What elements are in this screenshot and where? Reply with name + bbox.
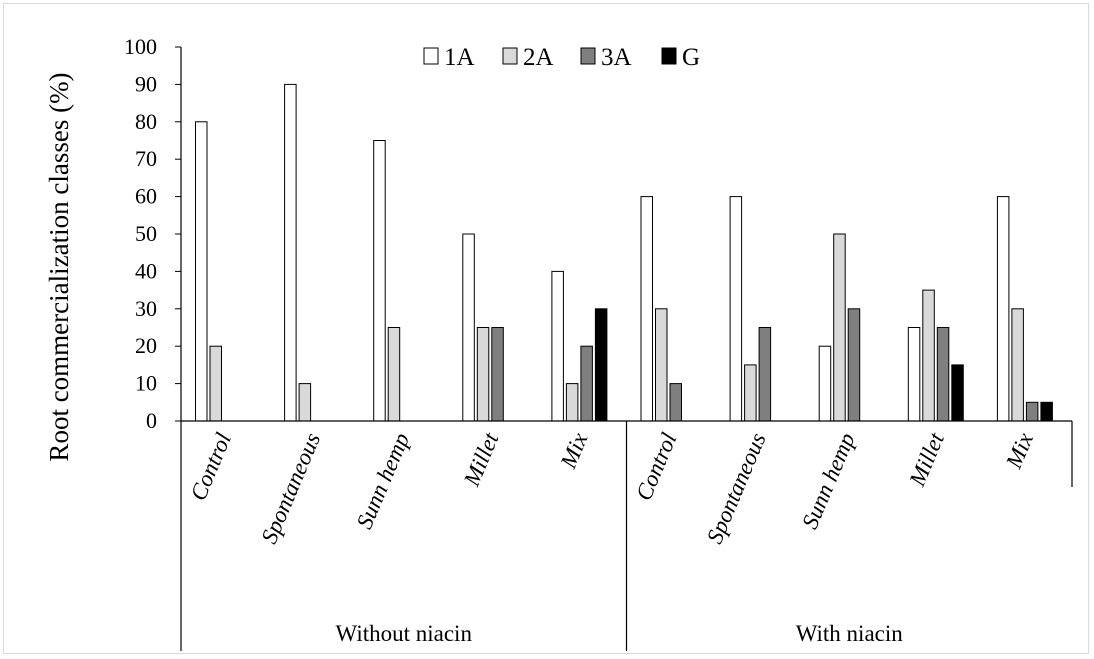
y-tick-label: 60 — [135, 184, 157, 209]
bar-2A-3 — [387, 327, 401, 422]
bar-1A-8 — [818, 345, 832, 422]
category-label: Millet — [904, 429, 949, 491]
legend-swatch-1A — [423, 47, 439, 65]
category-label: Control — [186, 429, 237, 504]
bar-1A-2 — [284, 83, 297, 422]
legend-swatch-2A — [502, 47, 518, 65]
y-tick-label: 0 — [146, 408, 157, 433]
category-label: Millet — [459, 429, 504, 491]
bar-2A-9 — [922, 289, 935, 422]
bar-2A-10 — [1011, 308, 1024, 422]
bar-1A-6 — [640, 196, 653, 422]
bar-3A-5 — [580, 345, 593, 422]
category-label: Sunn hemp — [352, 429, 415, 532]
bar-3A-9 — [936, 327, 950, 422]
bar-3A-6 — [669, 383, 682, 422]
bar-2A-5 — [565, 383, 579, 422]
bar-2A-8 — [833, 233, 846, 422]
y-tick-label: 70 — [135, 146, 157, 171]
y-tick-label: 50 — [135, 221, 157, 246]
legend-label-G: G — [682, 44, 700, 71]
category-label: Control — [631, 429, 682, 504]
bar-1A-9 — [907, 327, 921, 422]
bar-2A-4 — [476, 327, 490, 422]
bar-1A-1 — [195, 121, 208, 422]
legend-label-2A: 2A — [523, 44, 554, 71]
y-tick-label: 100 — [124, 34, 157, 59]
legend-label-3A: 3A — [601, 44, 632, 71]
category-label: Mix — [555, 428, 593, 472]
y-tick-labels: 0 10 20 30 40 50 60 70 80 90 100 — [124, 34, 181, 433]
category-label: Mix — [1001, 428, 1039, 472]
y-tick-label: 30 — [135, 296, 157, 321]
bar-1A-5 — [551, 270, 564, 422]
legend-label-1A: 1A — [444, 44, 475, 71]
bar-2A-2 — [298, 383, 312, 422]
bar-2A-7 — [744, 364, 757, 422]
y-tick-label: 10 — [135, 371, 157, 396]
bar-2A-6 — [655, 308, 668, 422]
bar-1A-10 — [996, 196, 1010, 422]
category-labels: Control Spontaneous Sunn hemp Millet Mix Cont… — [186, 428, 1039, 547]
group-label: With niacin — [796, 621, 904, 646]
group-label: Without niacin — [336, 621, 473, 646]
y-tick-label: 80 — [135, 109, 157, 134]
bar-G-5 — [594, 308, 608, 422]
bar-G-9 — [951, 364, 964, 422]
bar-1A-4 — [462, 233, 475, 422]
bar-2A-1 — [209, 345, 222, 422]
bar-1A-7 — [729, 196, 743, 422]
bars — [195, 83, 1053, 422]
group-labels: Without niacin With niacin — [336, 621, 904, 646]
category-label: Spontaneous — [256, 429, 325, 547]
y-axis-title: Root commercialization classes (%) — [44, 72, 74, 461]
bar-3A-10 — [1025, 401, 1039, 422]
y-tick-label: 90 — [135, 71, 157, 96]
bar-1A-3 — [373, 140, 386, 422]
bar-3A-8 — [847, 308, 861, 422]
legend-swatch-3A — [580, 47, 596, 65]
bar-G-10 — [1040, 401, 1053, 422]
category-label: Spontaneous — [702, 429, 771, 547]
y-tick-label: 20 — [135, 333, 157, 358]
axes — [180, 47, 1073, 651]
bar-3A-4 — [491, 327, 504, 422]
legend-swatch-G — [661, 47, 677, 65]
bar-3A-7 — [758, 327, 772, 422]
category-label: Sunn hemp — [797, 429, 860, 532]
y-tick-label: 40 — [135, 258, 157, 283]
legend: 1A 2A 3A G — [423, 44, 700, 71]
